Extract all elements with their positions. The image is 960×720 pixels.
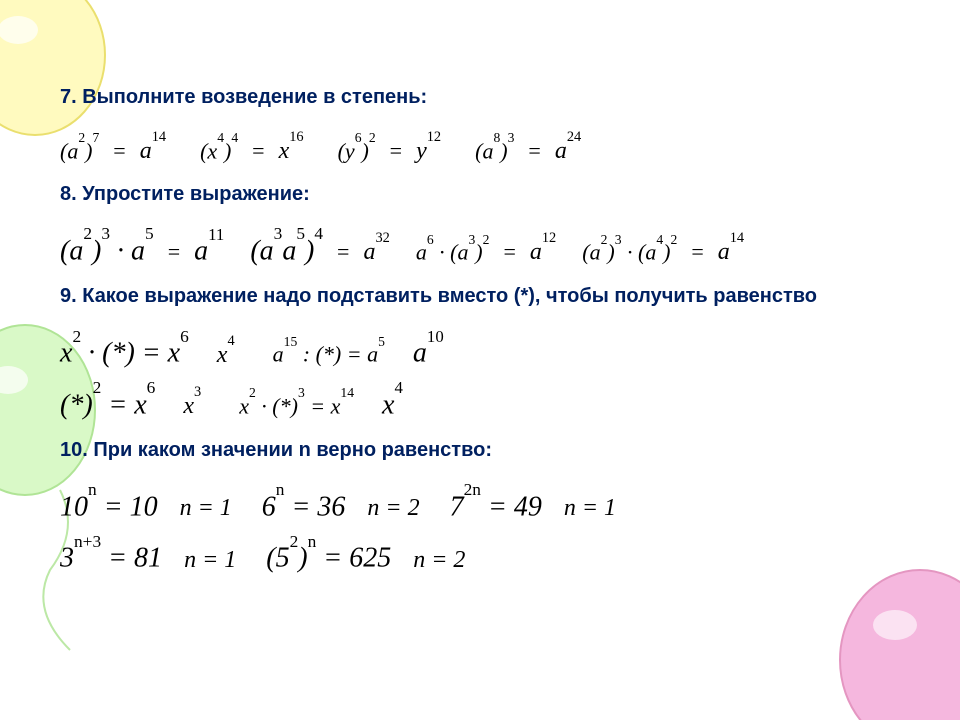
expr-pair: (a2)3 · (a4)2 = a14 [582,238,744,266]
row-10b: 3n+3 = 81 n = 1 (52)n = 625 n = 2 [60,541,910,574]
expr-equation: 72n = 49 [450,490,542,523]
row-10a: 10n = 10 n = 1 6n = 36 n = 2 72n = 49 n = 1 [60,490,910,523]
equals-sign: = [248,138,268,164]
expr-answer: x4 [382,388,403,421]
expr-answer: x3 [183,392,201,420]
expr-pair: (a2)3 · a5 = a11 [60,234,224,267]
expr-equation: (52)n = 625 [266,541,391,574]
expr-lhs: (a8)3 [475,138,514,164]
row-8: (a2)3 · a5 = a11 (a3a5)4 = a32 a6 · (a3)2 = a12 (… [60,234,910,267]
slide-content: 7. Выполните возведение в степень: (a2)7… [0,0,960,613]
expr-lhs: (y6)2 [338,138,376,164]
heading-10: 10. При каком значении n верно равенство… [60,439,910,462]
expr-lhs: (a2)3 · (a4)2 [582,239,677,265]
expr-pair: (y6)2 = y12 [338,137,442,165]
equals-sign: = [499,239,519,265]
expr-pair: (a8)3 = a24 [475,137,581,165]
row-7: (a2)7 = a14 (x4)4 = x16 (y6)2 = y12 (a8)3 = a24 [60,137,910,165]
expr-answer: n = 1 [180,495,232,522]
expr-rhs: x16 [279,137,304,165]
expr-pair: (x4)4 = x16 [200,137,304,165]
expr-answer: a10 [413,336,444,369]
expr-equation: 6n = 36 [262,490,346,523]
expr-answer: n = 2 [413,547,465,574]
expr-lhs: (a2)7 [60,138,99,164]
expr-rhs: a12 [530,238,556,266]
expr-pair: x2 · (*)3 = x14 x4 [239,388,403,421]
equals-sign: = [386,138,406,164]
equals-sign: = [687,239,707,265]
expr-lhs: (x4)4 [200,138,238,164]
expr-answer: n = 1 [184,547,236,574]
expr-pair: x2 · (*) = x6 x4 [60,336,235,369]
expr-pair: 10n = 10 n = 1 [60,490,232,523]
row-9a: x2 · (*) = x6 x4 a15 : (*) = a5 a10 [60,336,910,369]
equals-sign: = [109,138,129,164]
expr-answer: x4 [217,341,235,369]
expr-pair: (52)n = 625 n = 2 [266,541,465,574]
expr-rhs: a11 [194,234,224,267]
expr-rhs: a24 [555,137,581,165]
expr-equation: x2 · (*) = x6 [60,336,189,369]
expr-equation: (*)2 = x6 [60,388,155,421]
expr-equation: 10n = 10 [60,490,158,523]
expr-pair: a6 · (a3)2 = a12 [416,238,556,266]
heading-8: 8. Упростите выражение: [60,183,910,206]
expr-rhs: y12 [416,137,441,165]
expr-equation: x2 · (*)3 = x14 [239,393,354,419]
heading-7: 7. Выполните возведение в степень: [60,86,910,109]
expr-pair: (*)2 = x6 x3 [60,388,201,421]
expr-answer: n = 2 [367,495,419,522]
expr-rhs: a14 [718,238,744,266]
equals-sign: = [164,239,184,265]
expr-lhs: (a3a5)4 [250,234,323,267]
expr-lhs: (a2)3 · a5 [60,234,154,267]
expr-pair: 3n+3 = 81 n = 1 [60,541,236,574]
equals-sign: = [524,138,544,164]
heading-9: 9. Какое выражение надо подставить вмест… [60,285,910,308]
row-9b: (*)2 = x6 x3 x2 · (*)3 = x14 x4 [60,388,910,421]
expr-equation: 3n+3 = 81 [60,541,162,574]
expr-pair: (a3a5)4 = a32 [250,234,390,267]
expr-pair: (a2)7 = a14 [60,137,166,165]
expr-lhs: a6 · (a3)2 [416,239,490,265]
expr-equation: a15 : (*) = a5 [273,341,385,367]
expr-pair: 72n = 49 n = 1 [450,490,616,523]
expr-rhs: a14 [140,137,166,165]
equals-sign: = [333,239,353,265]
expr-rhs: a32 [363,238,389,266]
expr-answer: n = 1 [564,495,616,522]
expr-pair: a15 : (*) = a5 a10 [273,336,444,369]
expr-pair: 6n = 36 n = 2 [262,490,420,523]
